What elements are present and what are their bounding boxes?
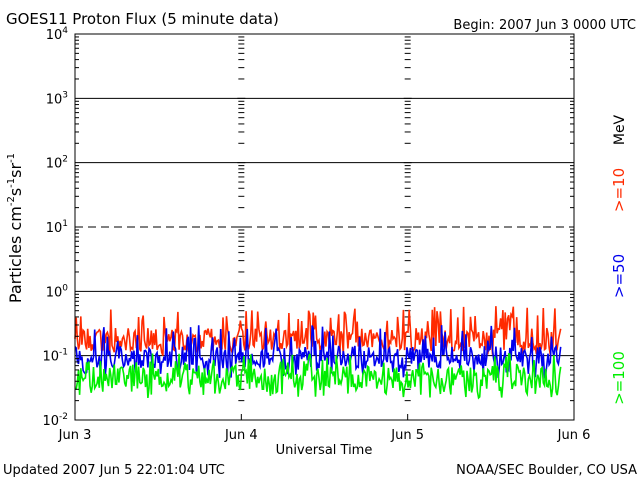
updated-time: Updated 2007 Jun 5 22:01:04 UTC	[3, 463, 225, 478]
x-axis-label: Universal Time	[276, 443, 373, 458]
y-tick-label-6: 10-2	[42, 412, 68, 429]
y-label-sr: sr	[6, 163, 25, 178]
series-line-1	[74, 325, 562, 380]
y-label-exp1: -2	[6, 196, 17, 206]
y-label-exp3: -1	[6, 153, 17, 163]
series-line-2	[74, 352, 562, 400]
legend: MeV >=10 >=50 >=100	[610, 114, 628, 404]
y-tick-label-2: 102	[46, 155, 68, 172]
y-label-exp2: -1	[6, 178, 17, 188]
y-tick-label-4: 100	[46, 283, 69, 300]
x-tick-label-0: Jun 3	[58, 428, 92, 443]
y-tick-label-1: 103	[46, 90, 68, 107]
x-tick-label-3: Jun 6	[557, 428, 591, 443]
y-tick-label-3: 101	[46, 219, 68, 236]
x-tick-label-2: Jun 5	[390, 428, 424, 443]
plot-frame	[74, 33, 575, 421]
chart-title: GOES11 Proton Flux (5 minute data)	[6, 10, 279, 28]
series-layer	[74, 306, 562, 400]
y-minor-ticks	[75, 36, 574, 402]
y-tick-labels: 104 103 102 101 100 10-1 10-2	[42, 26, 68, 429]
legend-units: MeV	[612, 114, 628, 145]
source-credit: NOAA/SEC Boulder, CO USA	[456, 463, 637, 478]
y-axis-label: Particles cm-2s-1sr-1	[6, 153, 25, 303]
legend-series-10: >=10	[610, 168, 628, 212]
begin-time: Begin: 2007 Jun 3 0000 UTC	[453, 18, 636, 33]
y-label-s: s	[6, 188, 25, 196]
y-tick-label-5: 10-1	[42, 348, 68, 365]
legend-series-100: >=100	[610, 351, 628, 405]
ref-lines	[75, 97, 574, 357]
y-tick-label-0: 104	[46, 26, 69, 43]
series-line-0	[74, 306, 562, 356]
legend-series-50: >=50	[610, 254, 628, 298]
y-label-base: Particles cm	[6, 206, 25, 303]
x-tick-labels: Jun 3 Jun 4 Jun 5 Jun 6	[58, 414, 591, 443]
x-tick-label-1: Jun 4	[224, 428, 258, 443]
